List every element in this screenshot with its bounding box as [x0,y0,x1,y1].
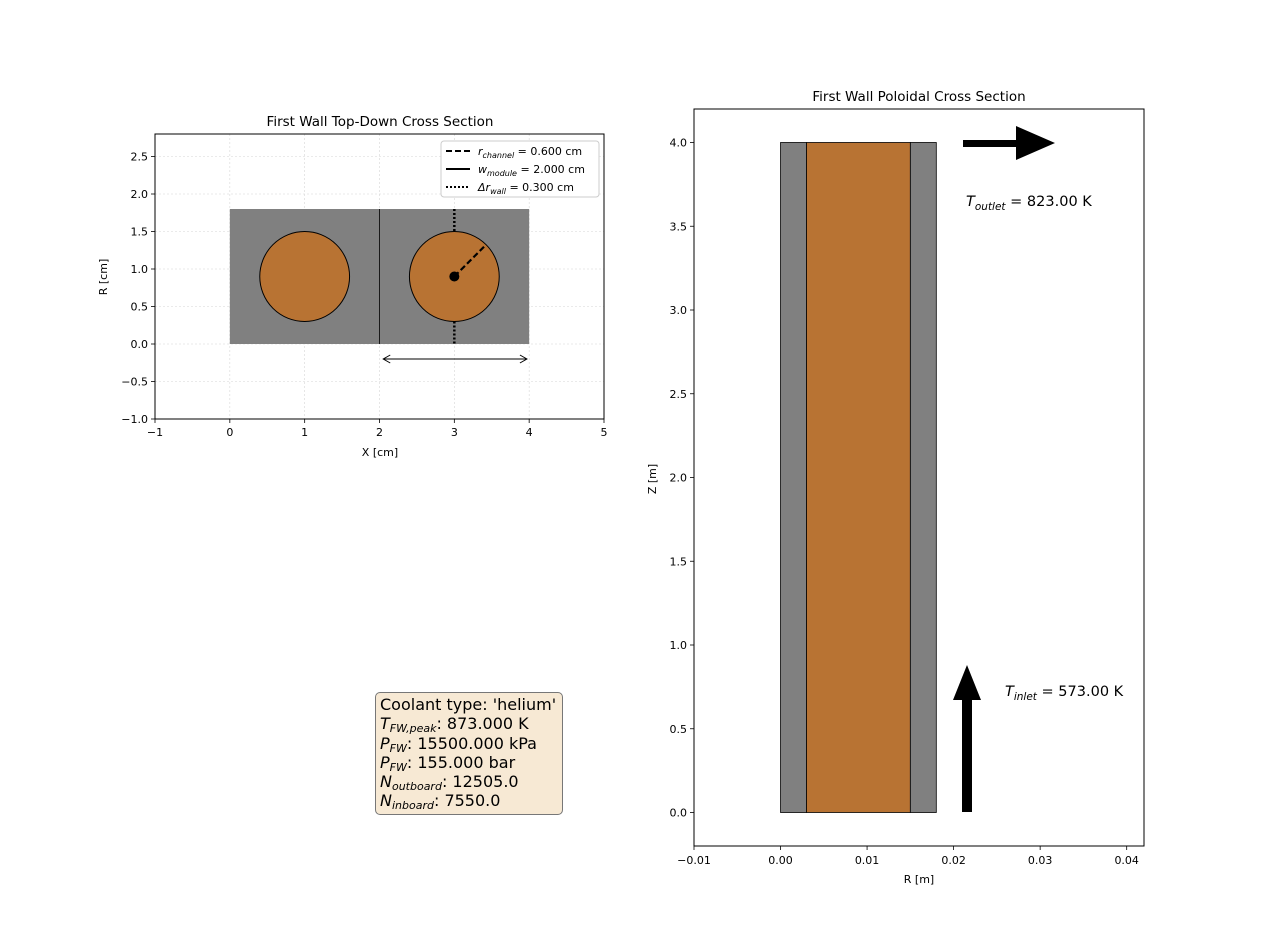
right-x-axis-label: R [m] [904,873,934,886]
left-y-tick-label: 0.5 [131,301,149,314]
right-y-tick-label: 0.0 [670,807,688,820]
outboard-count-line: Noutboard: 12505.0 [380,772,519,794]
coolant-channel-1 [259,231,351,322]
legend-entry: Δrwall = 0.300 cm [477,181,574,196]
left-legend: rchannel = 0.600 cm wmodule = 2.000 cm Δrw… [440,140,600,198]
inner-wall [780,142,807,813]
outlet-temperature-label: Toutlet = 823.00 K [966,194,1092,213]
left-y-axis-label: R [cm] [97,259,110,296]
coolant-channel [806,142,911,813]
right-x-tick-label: 0.03 [1028,854,1053,867]
left-x-tick-label: 5 [601,426,608,439]
right-x-tick-label: 0.04 [1114,854,1139,867]
left-y-tick-label: −0.5 [121,376,148,389]
right-y-tick-label: 0.5 [670,723,688,736]
right-y-tick-label: 1.0 [670,639,688,652]
pressure-bar-line: PFW: 155.000 bar [380,752,516,774]
left-x-tick-label: 0 [226,426,233,439]
right-y-tick-label: 2.5 [670,388,688,401]
inlet-arrow [953,665,981,812]
peak-temperature-line: TFW,peak: 873.000 K [380,714,529,736]
outlet-arrow [963,126,1055,160]
left-geometry [229,209,530,364]
right-ticks: −0.01 0.00 0.01 0.02 0.03 0.04 0.0 0.5 1.0 1.5 2.0… [670,137,1139,868]
pressure-kpa-line: PFW: 15500.000 kPa [380,733,537,755]
right-y-tick-label: 1.5 [670,555,688,568]
left-x-axis-label: X [cm] [362,446,398,459]
right-y-tick-label: 3.0 [670,304,688,317]
left-x-tick-label: 2 [376,426,383,439]
top-down-cross-section-plot: First Wall Top-Down Cross Section −1 0 1 2 3… [97,114,608,459]
right-x-tick-label: 0.01 [855,854,880,867]
poloidal-cross-section-plot: First Wall Poloidal Cross Section −0.01 0… [646,89,1145,886]
right-x-tick-label: −0.01 [677,854,711,867]
legend-entry: rchannel = 0.600 cm [478,145,582,160]
right-y-tick-label: 2.0 [670,472,688,485]
channel-radius-line [453,243,487,278]
left-ticks: −1 0 1 2 3 4 5 −1.0 −0.5 0.0 0.5 1.0 1.5 2.0 2.5 [121,151,607,440]
right-y-axis-label: Z [m] [646,464,659,494]
inboard-count-line: Ninboard: 7550.0 [380,791,501,813]
coolant-type-line: Coolant type: 'helium' [380,695,557,714]
left-y-tick-label: 1.5 [131,226,149,239]
channel-center-dot [449,271,460,282]
module-width-arrow-right-head [519,354,528,364]
left-y-tick-label: −1.0 [121,413,148,426]
right-y-tick-label: 4.0 [670,137,688,150]
left-x-tick-label: 3 [451,426,458,439]
outer-wall [909,142,937,813]
inlet-temperature-label: Tinlet = 573.00 K [1005,684,1124,703]
right-plot-title: First Wall Poloidal Cross Section [812,89,1025,105]
right-x-tick-label: 0.00 [768,854,793,867]
left-y-tick-label: 1.0 [131,263,149,276]
legend-entry: wmodule = 2.000 cm [478,163,585,178]
left-plot-title: First Wall Top-Down Cross Section [267,114,494,130]
left-x-tick-label: −1 [147,426,163,439]
left-y-tick-label: 2.5 [131,151,149,164]
module-width-arrow-left-head [382,354,391,364]
right-geometry [780,142,937,813]
coolant-info-box: Coolant type: 'helium' TFW,peak: 873.000… [375,692,563,815]
left-x-tick-label: 1 [301,426,308,439]
left-y-tick-label: 2.0 [131,188,149,201]
legend-box [440,140,600,198]
right-y-tick-label: 3.5 [670,220,688,233]
left-x-tick-label: 4 [526,426,533,439]
left-y-tick-label: 0.0 [131,338,149,351]
right-x-tick-label: 0.02 [941,854,966,867]
